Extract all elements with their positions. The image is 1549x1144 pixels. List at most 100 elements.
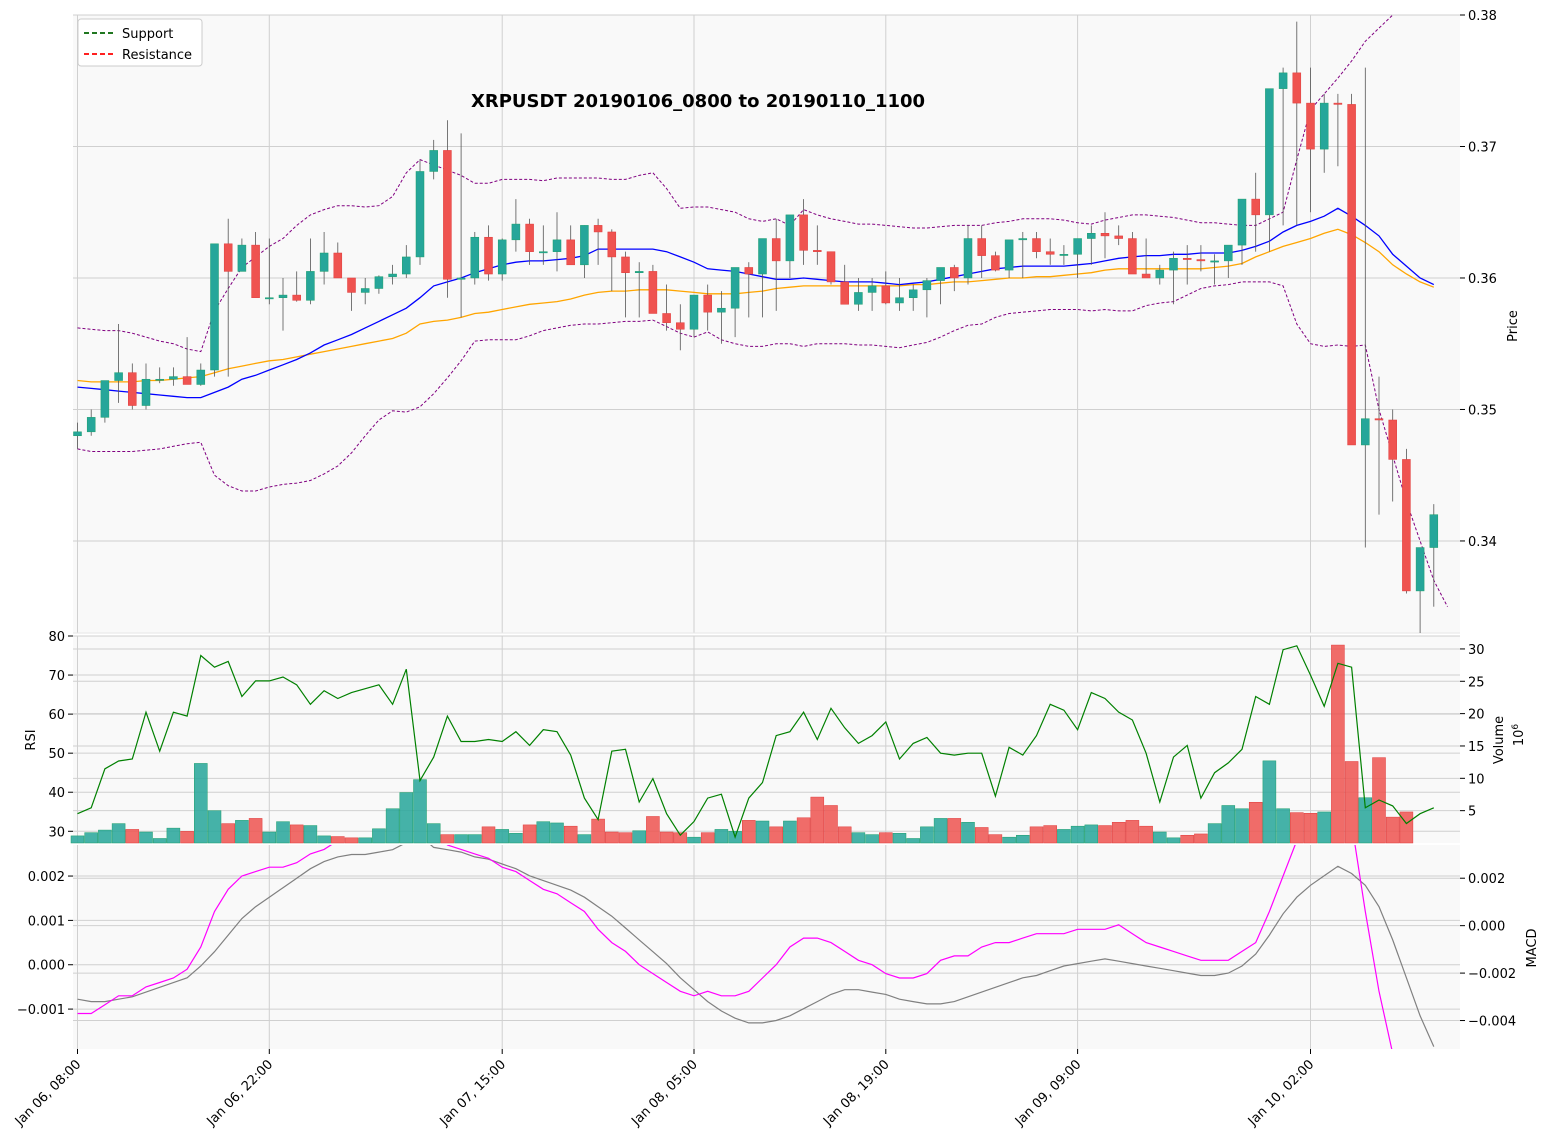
volume-bar [385, 808, 400, 844]
volume-bar [1331, 644, 1345, 844]
volume-bar [235, 820, 249, 844]
candle-body [977, 238, 986, 256]
rsi-line [77, 645, 1435, 839]
candle-body [484, 236, 493, 275]
chart-title: XRPUSDT 20190106_0800 to 20190110_1100 [471, 91, 925, 112]
candle-body [922, 280, 932, 291]
candle-body [292, 294, 301, 301]
candle-body [1100, 233, 1110, 237]
candle-body [223, 243, 233, 272]
candle-body [799, 214, 808, 251]
volume-bar [1358, 797, 1373, 844]
volume-bar [906, 838, 920, 844]
candle-body [182, 376, 192, 385]
volume-bar [262, 831, 277, 844]
price-series [73, 15, 1448, 633]
candle-body [703, 294, 712, 313]
candle-body [114, 372, 123, 381]
candle-body [374, 276, 384, 289]
volume-bar [563, 825, 578, 844]
macd-right-tick-label: 0.000 [1468, 920, 1505, 935]
volume-bar [618, 832, 633, 844]
candle-body [265, 297, 274, 300]
candle-body [1087, 233, 1096, 239]
price-tick-label: 0.35 [1468, 403, 1497, 418]
candle-body [1402, 459, 1411, 592]
candle-body [689, 294, 699, 330]
candle-body [511, 223, 521, 241]
candle-body [306, 271, 315, 301]
price-tick-label: 0.34 [1468, 535, 1497, 550]
candle-body [1196, 259, 1206, 262]
volume-bar [522, 824, 537, 844]
candle-body [1306, 102, 1315, 150]
candle-body [1032, 238, 1041, 252]
volume-bar [221, 823, 235, 844]
candle-body [1361, 418, 1370, 446]
volume-bar [1002, 836, 1016, 844]
candle-body [717, 307, 726, 313]
volume-bar [454, 834, 468, 844]
candle-body [539, 251, 548, 254]
candle-body [758, 238, 767, 275]
candle-body [1278, 72, 1288, 89]
volume-bar [1180, 834, 1194, 844]
volume-bar [961, 822, 975, 844]
volume-bar [372, 828, 386, 844]
candle-body [881, 285, 891, 304]
volume-bar [577, 834, 592, 844]
rsi-tick-label: 60 [48, 708, 65, 723]
volume-bar [1290, 812, 1304, 844]
candle-body [1292, 72, 1302, 104]
candle-body [141, 378, 151, 406]
macd-left-tick-label: 0.002 [28, 870, 65, 885]
volume-tick-label: 30 [1468, 643, 1485, 658]
macd-line [77, 845, 1435, 1047]
candle-body [1388, 419, 1397, 460]
volume-bar [180, 831, 194, 844]
volume-bar [98, 829, 112, 844]
volume-bar [659, 831, 674, 844]
volume-bar [468, 834, 482, 844]
volume-tick-label: 5 [1468, 805, 1476, 820]
candle-body [1045, 251, 1055, 255]
volume-bar [536, 821, 551, 844]
candle-body [634, 271, 644, 273]
volume-bar [1317, 811, 1331, 844]
volume-bar [1399, 811, 1414, 844]
volume-bar [892, 833, 907, 844]
volume-bar [1194, 833, 1208, 844]
volume-bar [550, 822, 564, 844]
candle-body [86, 417, 96, 433]
candle-body [415, 171, 425, 258]
candle-body [497, 239, 507, 275]
volume-bar [166, 827, 181, 844]
volume-bar [139, 831, 153, 844]
volume-bar [714, 829, 729, 844]
candle-body [1347, 104, 1356, 446]
candle-body [237, 244, 247, 272]
candle-body [991, 255, 1000, 271]
volume-bar [1070, 825, 1085, 844]
volume-bar [1166, 837, 1181, 844]
candle-body [1429, 514, 1439, 548]
candle-body [1114, 235, 1123, 239]
macd-series [77, 845, 1435, 1049]
volume-tick-label: 20 [1468, 708, 1485, 723]
volume-bar [1139, 825, 1153, 844]
candle-body [402, 256, 411, 275]
candle-body [210, 243, 219, 371]
volume-bar [947, 818, 962, 844]
candle-body [607, 231, 617, 258]
candle-body [1073, 238, 1082, 255]
volume-bar [317, 835, 331, 844]
candle-body [347, 277, 356, 293]
candle-body [936, 267, 945, 281]
candle-body [525, 223, 534, 252]
candle-body [1224, 244, 1233, 262]
candle-body [854, 292, 863, 305]
volume-bar [303, 825, 318, 844]
candle-body [744, 267, 754, 275]
volume-bar [755, 820, 770, 844]
volume-bar [974, 827, 989, 844]
